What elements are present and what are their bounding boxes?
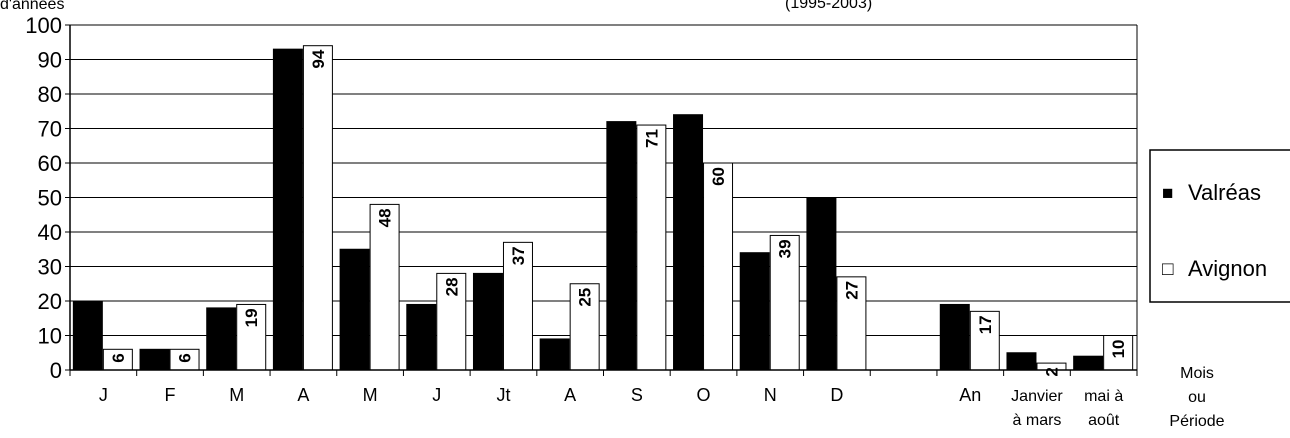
data-label-valréas: 9 [546,343,565,352]
y-tick-label: 20 [38,289,62,314]
data-label-avignon: 60 [709,167,728,186]
bar-avignon [1103,335,1134,371]
bar-avignon [436,272,467,371]
data-label-valréas: 50 [812,202,831,221]
axes: 0 10 20 30 40 50 60 70 80 90 100 J F M A M J Jt A S O N D An Jan… [25,13,1138,429]
data-label-valréas: 35 [346,253,365,272]
data-label-valréas: 19 [946,308,965,327]
data-label-valréas: 19 [412,308,431,327]
bar-avignon [636,124,667,371]
data-label-avignon: 48 [376,208,395,227]
y-tick-label: 90 [38,48,62,73]
x-tick-label: F [165,385,176,405]
data-label-valréas: 34 [746,256,765,275]
bar-avignon [769,234,800,371]
data-label-avignon: 37 [509,246,528,265]
data-label-avignon: 25 [576,288,595,307]
y-tick-label: 40 [38,220,62,245]
x-tick-label: août [1088,412,1120,429]
bar-valréas [606,121,637,371]
bar-valréas [673,114,704,371]
bar-valréas [806,197,837,371]
x-tick-label: A [564,385,576,405]
y-tick-label: 30 [38,255,62,280]
y-tick-label: 60 [38,151,62,176]
bar-valréas [539,338,570,371]
x-tick-label: Janvier [1011,388,1063,405]
data-label-avignon: 28 [442,277,461,296]
legend-box [1149,149,1290,303]
data-labels: 20 6 18 93 35 19 28 9 72 74 34 50 19 5 4 6 6 19 94 48 28 37 25… [79,49,1128,376]
x-tick-label: M [229,385,244,405]
gridlines [70,24,1137,336]
y-axis-label: d'années [0,0,64,13]
x-tick-label: M [363,385,378,405]
x-axis-title-line: Mois [1180,365,1214,382]
legend: ■ Valréas □ Avignon [1149,149,1290,303]
x-tick-label: mai à [1084,388,1123,405]
x-tick-label: Jt [496,385,510,405]
bar-valréas [406,303,437,371]
data-label-avignon: 71 [642,129,661,148]
bars [72,45,1134,371]
bar-avignon [969,310,1000,371]
x-tick-label: J [432,385,441,405]
data-label-avignon: 19 [242,308,261,327]
bar-valréas [72,300,103,371]
legend-marker-valreas: ■ [1162,183,1173,204]
x-tick-label: A [297,385,309,405]
data-label-valréas: 72 [612,126,631,145]
x-axis-title: Mois ou Période [1169,365,1224,430]
data-label-valréas: 4 [1079,360,1098,370]
bar-avignon [836,276,867,371]
y-tick-label: 80 [38,82,62,107]
bar-avignon [703,162,734,371]
bar-valréas [272,48,303,371]
data-label-avignon: 27 [842,281,861,300]
data-label-valréas: 6 [146,353,165,362]
data-label-avignon: 2 [1042,367,1061,376]
x-tick-label: S [631,385,643,405]
bar-avignon [302,45,333,371]
x-tick-label: D [830,385,843,405]
data-label-valréas: 20 [79,305,98,324]
data-label-avignon: 94 [309,49,328,68]
legend-entry-avignon: Avignon [1188,256,1267,281]
data-label-avignon: 10 [1109,340,1128,359]
bar-avignon [236,303,267,371]
bar-avignon [369,203,400,371]
x-axis-title-line: Période [1169,413,1224,430]
data-label-avignon: 17 [976,315,995,334]
data-label-avignon: 39 [776,239,795,258]
data-label-valréas: 74 [679,118,698,137]
x-tick-label: N [764,385,777,405]
y-tick-label: 50 [38,186,62,211]
data-label-valréas: 93 [279,53,298,72]
y-tick-label: 0 [50,358,62,383]
data-label-avignon: 6 [176,353,195,362]
x-tick-label: à mars [1013,412,1062,429]
y-tick-label: 70 [38,117,62,142]
title-fragment: (1995-2003) [785,0,872,12]
data-label-valréas: 28 [479,277,498,296]
data-label-valréas: 5 [1012,357,1031,366]
data-label-avignon: 6 [109,353,128,362]
legend-marker-avignon: □ [1162,259,1174,280]
y-tick-label: 100 [25,13,62,38]
x-tick-label: An [959,385,981,405]
y-tick-label: 10 [38,324,62,349]
x-axis-title-line: ou [1188,389,1206,406]
data-label-valréas: 18 [212,312,231,331]
x-tick-label: J [99,385,108,405]
x-tick-label: O [697,385,711,405]
bar-avignon [502,241,533,371]
legend-entry-valreas: Valréas [1188,180,1261,205]
